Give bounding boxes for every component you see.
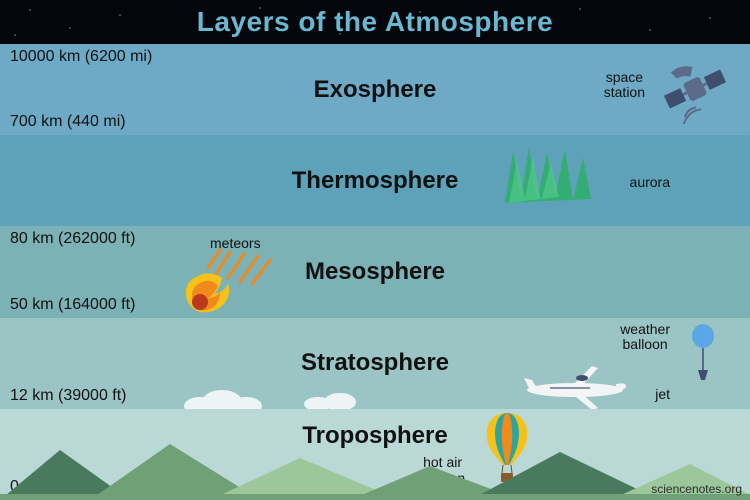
- altitude-label: 10000 km (6200 mi): [10, 48, 152, 66]
- diagram-title: Layers of the Atmosphere: [197, 6, 553, 38]
- layer-exosphere: 10000 km (6200 mi) Exosphere 700 km (440…: [0, 44, 750, 135]
- altitude-label: 700 km (440 mi): [10, 113, 126, 131]
- layer-thermosphere: Thermosphere aurora: [0, 135, 750, 226]
- weather-balloon-icon: [686, 324, 720, 389]
- layer-mesosphere: 80 km (262000 ft) Mesosphere 50 km (1640…: [0, 226, 750, 317]
- title-bar: Layers of the Atmosphere: [0, 0, 750, 44]
- altitude-label: 12 km (39000 ft): [10, 387, 127, 405]
- object-label: weather balloon: [620, 322, 670, 353]
- layer-name: Thermosphere: [292, 167, 459, 195]
- layer-stratosphere: Stratosphere 12 km (39000 ft) weather ba…: [0, 318, 750, 409]
- attribution: sciencenotes.org: [651, 482, 742, 496]
- layer-name: Exosphere: [314, 76, 437, 104]
- ground-mountains: [0, 440, 750, 500]
- object-label: jet: [655, 387, 670, 402]
- aurora-icon: [495, 143, 605, 218]
- layer-name: Mesosphere: [305, 258, 445, 286]
- meteor-icon: [170, 248, 280, 323]
- atmosphere-diagram: Layers of the Atmosphere 10000 km (6200 …: [0, 0, 750, 500]
- jet-icon: [520, 360, 630, 415]
- layer-name: Stratosphere: [301, 349, 449, 377]
- altitude-label: 50 km (164000 ft): [10, 296, 135, 314]
- satellite-icon: [660, 54, 730, 129]
- object-label: aurora: [630, 175, 670, 190]
- layers-stack: 10000 km (6200 mi) Exosphere 700 km (440…: [0, 44, 750, 500]
- layer-troposphere: Troposphere 0 km (0 ft) hot air balloon: [0, 409, 750, 500]
- altitude-label: 80 km (262000 ft): [10, 230, 135, 248]
- object-label: space station: [604, 70, 645, 101]
